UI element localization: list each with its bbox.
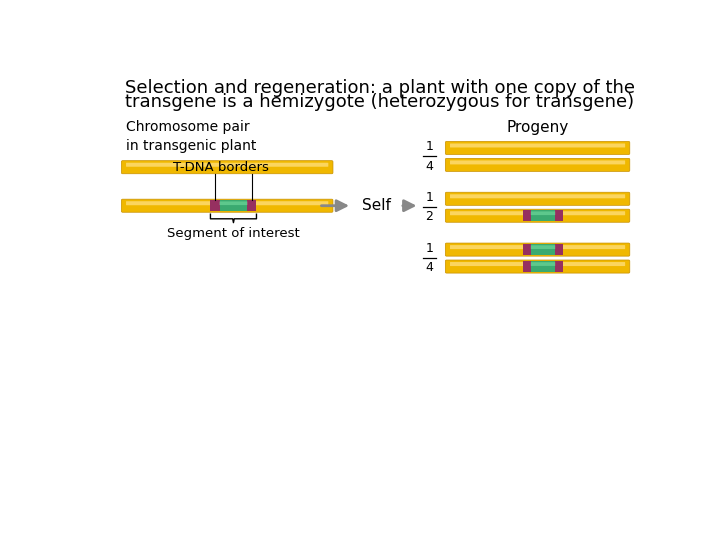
FancyBboxPatch shape	[446, 158, 630, 171]
Bar	[220, 200, 247, 211]
FancyBboxPatch shape	[450, 262, 625, 266]
Text: Self: Self	[362, 198, 391, 213]
Bar	[531, 261, 555, 272]
FancyBboxPatch shape	[126, 163, 328, 167]
Bar	[523, 211, 531, 221]
FancyBboxPatch shape	[450, 144, 625, 147]
FancyBboxPatch shape	[122, 199, 333, 212]
FancyBboxPatch shape	[446, 209, 630, 222]
Bar	[531, 211, 555, 221]
Text: Progeny: Progeny	[506, 120, 569, 135]
FancyBboxPatch shape	[122, 161, 333, 174]
FancyBboxPatch shape	[446, 243, 630, 256]
FancyBboxPatch shape	[450, 245, 625, 249]
FancyBboxPatch shape	[126, 201, 328, 205]
Bar	[247, 200, 256, 211]
Bar	[523, 244, 531, 255]
FancyBboxPatch shape	[450, 194, 625, 198]
FancyBboxPatch shape	[446, 192, 630, 205]
FancyBboxPatch shape	[531, 211, 555, 215]
Bar	[555, 244, 563, 255]
FancyBboxPatch shape	[446, 141, 630, 154]
Text: 4: 4	[426, 261, 433, 274]
Text: Selection and regeneration: a plant with one copy of the: Selection and regeneration: a plant with…	[125, 79, 635, 97]
Text: 4: 4	[426, 159, 433, 172]
Text: transgene is a hemizygote (heterozygous for transgene): transgene is a hemizygote (heterozygous …	[125, 93, 634, 111]
Bar	[531, 244, 555, 255]
Text: T-DNA borders: T-DNA borders	[173, 161, 269, 174]
Text: Segment of interest: Segment of interest	[167, 226, 300, 240]
Text: Chromosome pair
in transgenic plant: Chromosome pair in transgenic plant	[127, 120, 257, 153]
Text: 1: 1	[426, 140, 433, 153]
Bar	[210, 200, 220, 211]
Bar	[523, 261, 531, 272]
FancyBboxPatch shape	[450, 211, 625, 215]
FancyBboxPatch shape	[531, 245, 555, 249]
FancyBboxPatch shape	[531, 262, 555, 266]
Text: 2: 2	[426, 211, 433, 224]
Bar	[555, 261, 563, 272]
Text: 1: 1	[426, 191, 433, 204]
FancyBboxPatch shape	[446, 260, 630, 273]
FancyBboxPatch shape	[220, 201, 248, 205]
Bar	[555, 211, 563, 221]
FancyBboxPatch shape	[450, 160, 625, 164]
Text: 1: 1	[426, 242, 433, 255]
